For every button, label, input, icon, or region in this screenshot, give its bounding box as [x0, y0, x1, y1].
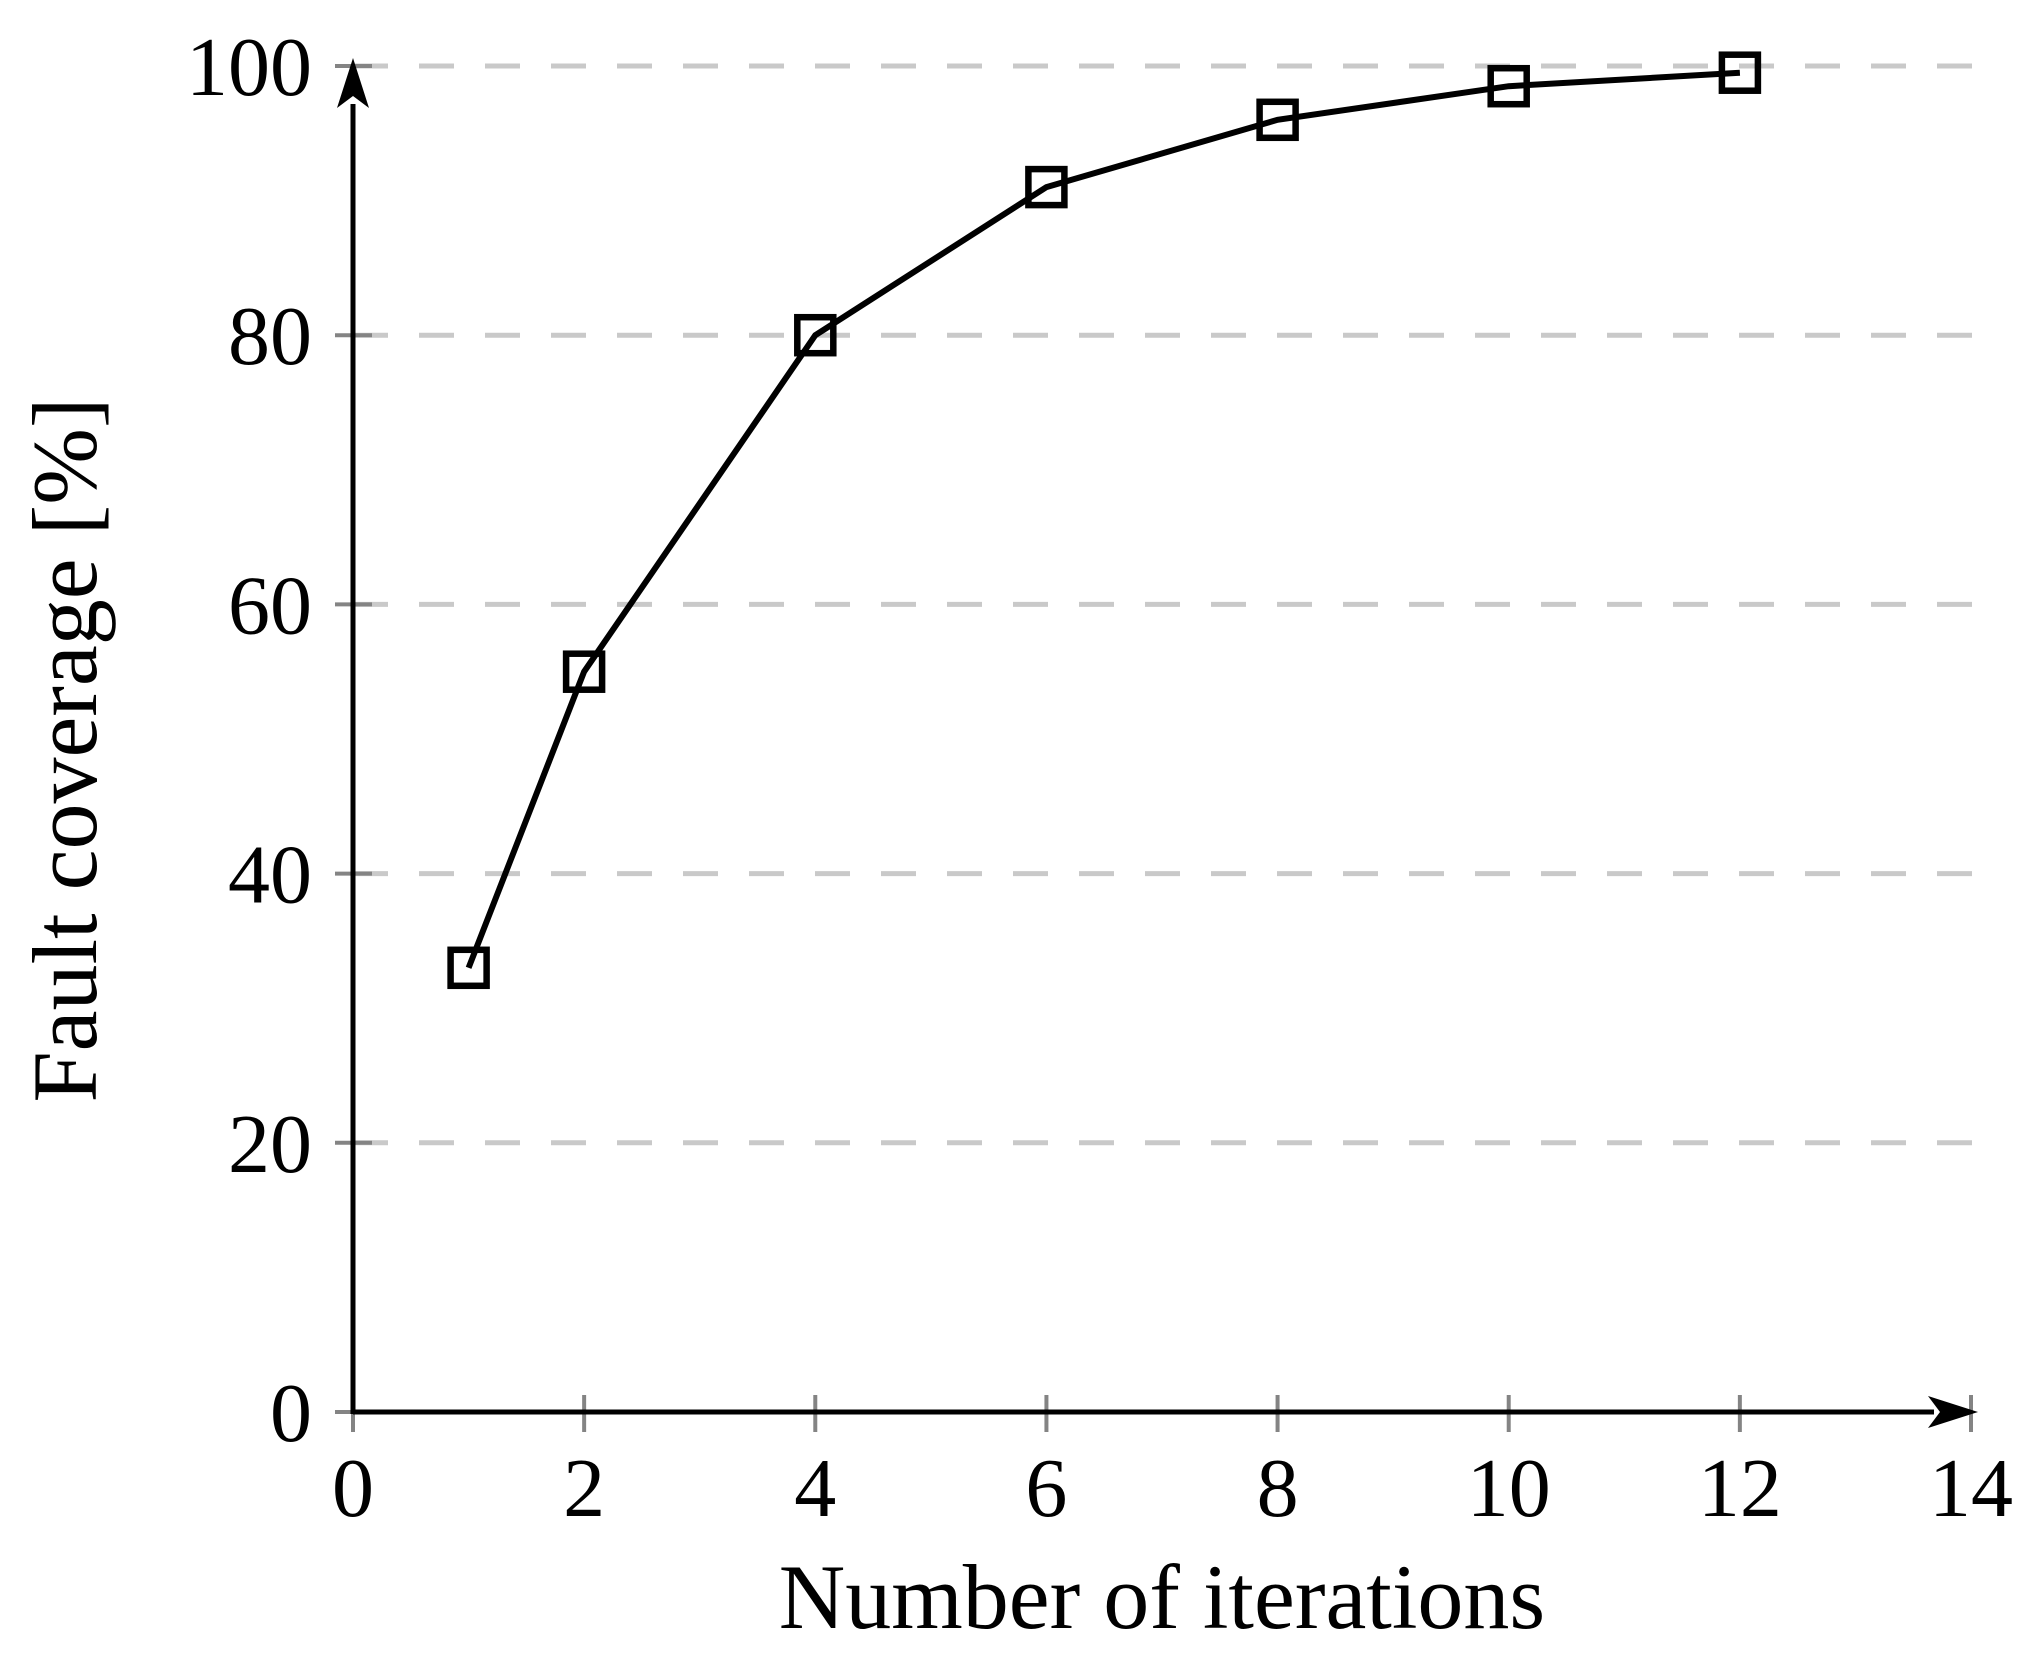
- data-point-marker-x4: [794, 313, 837, 357]
- x-tick-label-8: 8: [1257, 1442, 1299, 1535]
- series-line-fault-coverage: [465, 69, 1741, 969]
- x-tick-label-14: 14: [1929, 1442, 2013, 1535]
- data-series-group: [447, 51, 1762, 990]
- x-tick-label-0: 0: [332, 1442, 374, 1535]
- x-tick-label-10: 10: [1467, 1442, 1551, 1535]
- y-tick-label-20: 20: [228, 1098, 312, 1191]
- data-point-marker-x1: [447, 946, 490, 990]
- y-tick-label-60: 60: [228, 559, 312, 652]
- data-point-marker-x2: [562, 650, 606, 693]
- y-tick-label-80: 80: [228, 290, 312, 383]
- y-tick-label-40: 40: [228, 829, 312, 922]
- x-tick-label-12: 12: [1698, 1442, 1782, 1535]
- data-point-marker-x8: [1256, 98, 1299, 142]
- data-point-marker-x6: [1025, 165, 1068, 209]
- x-axis-arrowhead: [1928, 1396, 1978, 1428]
- x-tick-label-6: 6: [1025, 1442, 1067, 1535]
- gridlines-group: [353, 63, 1990, 1146]
- tick-marks-group: [335, 64, 1973, 1432]
- data-point-marker-x10: [1487, 64, 1530, 108]
- x-tick-label-4: 4: [794, 1442, 836, 1535]
- y-tick-label-0: 0: [270, 1367, 312, 1460]
- axes-group: [337, 58, 1978, 1428]
- y-axis-label: Fault coverage [%]: [14, 397, 116, 1102]
- data-point-marker-x12: [1718, 51, 1762, 94]
- tick-labels-group: 0 2 4 6 8 10 12 14 0 20 40 60 80 100: [186, 21, 2013, 1535]
- y-tick-label-100: 100: [186, 21, 312, 114]
- x-axis-label: Number of iterations: [779, 1546, 1545, 1648]
- x-tick-label-2: 2: [563, 1442, 605, 1535]
- y-axis-arrowhead: [337, 58, 369, 108]
